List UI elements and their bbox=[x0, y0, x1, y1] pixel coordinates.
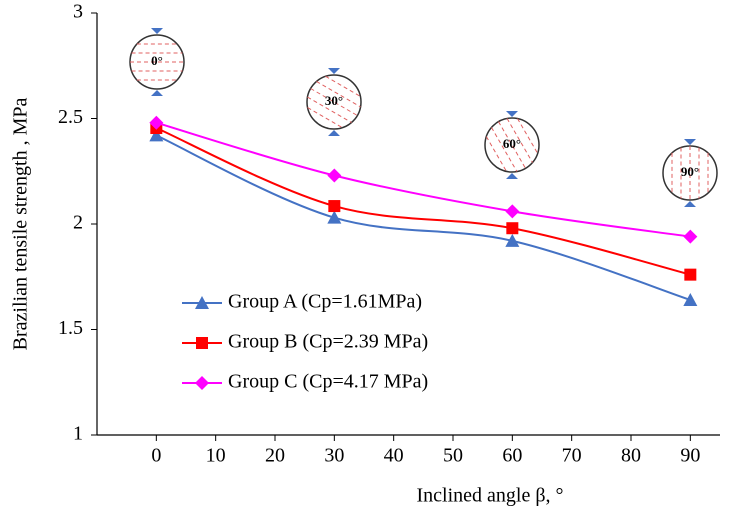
marker bbox=[505, 233, 520, 247]
legend-entry: Group B (Cp=2.39 MPa) bbox=[182, 331, 428, 353]
x-tick-label: 40 bbox=[384, 445, 404, 467]
x-tick-label: 90 bbox=[680, 445, 700, 467]
legend-label: Group C (Cp=4.17 MPa) bbox=[228, 371, 428, 393]
x-tick-label: 0 bbox=[151, 445, 161, 467]
bedding-line bbox=[491, 127, 518, 172]
marker bbox=[327, 168, 342, 183]
marker bbox=[149, 115, 164, 130]
x-tick-label: 10 bbox=[206, 445, 226, 467]
x-tick-label: 50 bbox=[443, 445, 463, 467]
y-tick-label: 2 bbox=[73, 212, 83, 234]
y-tick-label: 2.5 bbox=[58, 106, 83, 128]
specimen-icon: 30° bbox=[306, 68, 362, 136]
bedding-line bbox=[316, 81, 361, 108]
annotation: 30° bbox=[325, 93, 343, 108]
marker bbox=[196, 337, 208, 349]
marker bbox=[328, 200, 341, 213]
specimen-icon: 90° bbox=[662, 139, 718, 207]
marker bbox=[149, 128, 164, 142]
x-tick-label: 80 bbox=[621, 445, 641, 467]
y-tick-label: 3 bbox=[73, 1, 83, 23]
x-tick-label: 60 bbox=[502, 445, 522, 467]
marker bbox=[195, 376, 209, 390]
marker bbox=[505, 204, 520, 219]
annotation: 60° bbox=[503, 136, 521, 151]
legend-label: Group B (Cp=2.39 MPa) bbox=[228, 331, 428, 353]
legend-entry: Group A (Cp=1.61MPa) bbox=[182, 291, 422, 313]
specimen-icon: 0° bbox=[129, 28, 185, 96]
bedding-line bbox=[506, 118, 533, 163]
y-tick-label: 1.5 bbox=[58, 317, 83, 339]
specimen-icon: 60° bbox=[484, 111, 540, 179]
x-tick-label: 70 bbox=[562, 445, 582, 467]
y-tick-label: 1 bbox=[73, 423, 83, 445]
annotation: 0° bbox=[151, 53, 163, 68]
x-axis-title: Inclined angle β, ° bbox=[416, 485, 563, 507]
annotation: 90° bbox=[681, 164, 699, 179]
bedding-line bbox=[310, 88, 358, 116]
marker bbox=[683, 292, 698, 306]
legend-label: Group A (Cp=1.61MPa) bbox=[228, 291, 422, 313]
x-tick-label: 20 bbox=[265, 445, 285, 467]
series-line bbox=[155, 127, 691, 276]
marker bbox=[506, 222, 519, 235]
marker bbox=[684, 268, 697, 281]
marker bbox=[195, 296, 209, 309]
x-tick-label: 30 bbox=[324, 445, 344, 467]
marker bbox=[683, 229, 698, 244]
series-line bbox=[156, 121, 691, 238]
bedding-line bbox=[307, 96, 352, 123]
bedding-line bbox=[498, 121, 526, 169]
y-axis-title: Brazilian tensile strength , MPa bbox=[10, 98, 32, 351]
marker bbox=[327, 210, 342, 224]
legend-entry: Group C (Cp=4.17 MPa) bbox=[182, 371, 428, 393]
series-line bbox=[155, 134, 691, 301]
